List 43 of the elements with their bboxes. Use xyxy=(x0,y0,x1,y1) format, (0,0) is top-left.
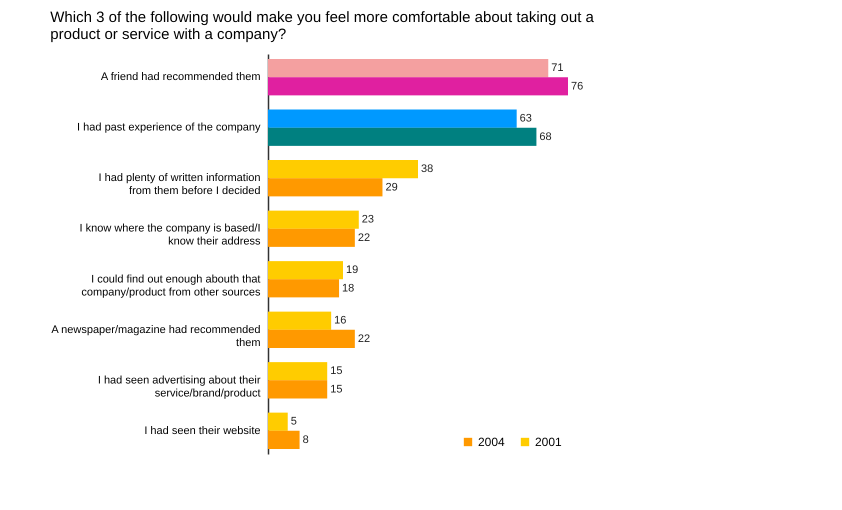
y-tick-label: I had past experience of the company xyxy=(77,122,261,134)
bar xyxy=(268,160,418,178)
bar xyxy=(268,210,359,229)
y-tick-label: A newspaper/magazine had recommended them xyxy=(51,324,260,349)
data-label: 68 xyxy=(539,130,552,143)
y-tick-label: I know where the company is based/I know their address xyxy=(80,222,261,248)
y-tick-label: A friend had recommended them xyxy=(100,71,260,84)
bar xyxy=(268,128,536,146)
data-label: 5 xyxy=(290,416,297,428)
data-label: 38 xyxy=(421,163,434,176)
data-label: 22 xyxy=(358,332,370,345)
data-label: 22 xyxy=(358,232,370,244)
data-label: 29 xyxy=(385,181,398,194)
data-label: 71 xyxy=(551,62,564,74)
data-label: 15 xyxy=(330,365,342,378)
legend-label: 2001 xyxy=(535,435,562,449)
data-label: 23 xyxy=(362,214,374,226)
bar xyxy=(268,312,332,330)
y-tick-label: I could find out enough abouth that company/product from other sources xyxy=(81,273,261,298)
y-tick-label: I had seen their website xyxy=(144,424,260,437)
y-tick-label: I had seen advertising about their service/brand/product xyxy=(98,374,261,400)
bar xyxy=(268,77,568,96)
data-label: 16 xyxy=(334,314,346,327)
bar xyxy=(268,59,548,78)
y-tick-label: I had plenty of written information from them before I decided xyxy=(98,172,260,198)
bar xyxy=(268,110,517,128)
data-label: 63 xyxy=(520,112,532,125)
bar xyxy=(268,228,355,247)
data-label: 15 xyxy=(330,383,342,396)
data-label: 18 xyxy=(342,282,354,294)
data-label: 8 xyxy=(302,434,309,446)
bar xyxy=(268,178,382,196)
bar xyxy=(268,430,300,449)
bar xyxy=(268,362,328,380)
bar xyxy=(268,261,343,280)
bar xyxy=(268,330,355,348)
chart-title: Which 3 of the following would make you feel more comfortable about taking out a product or service with a company? xyxy=(50,9,595,43)
bar xyxy=(268,412,288,431)
bar xyxy=(268,380,328,398)
data-label: 76 xyxy=(571,80,584,92)
data-label: 19 xyxy=(346,264,358,276)
legend-label: 2004 xyxy=(478,435,506,449)
bar xyxy=(268,279,340,298)
